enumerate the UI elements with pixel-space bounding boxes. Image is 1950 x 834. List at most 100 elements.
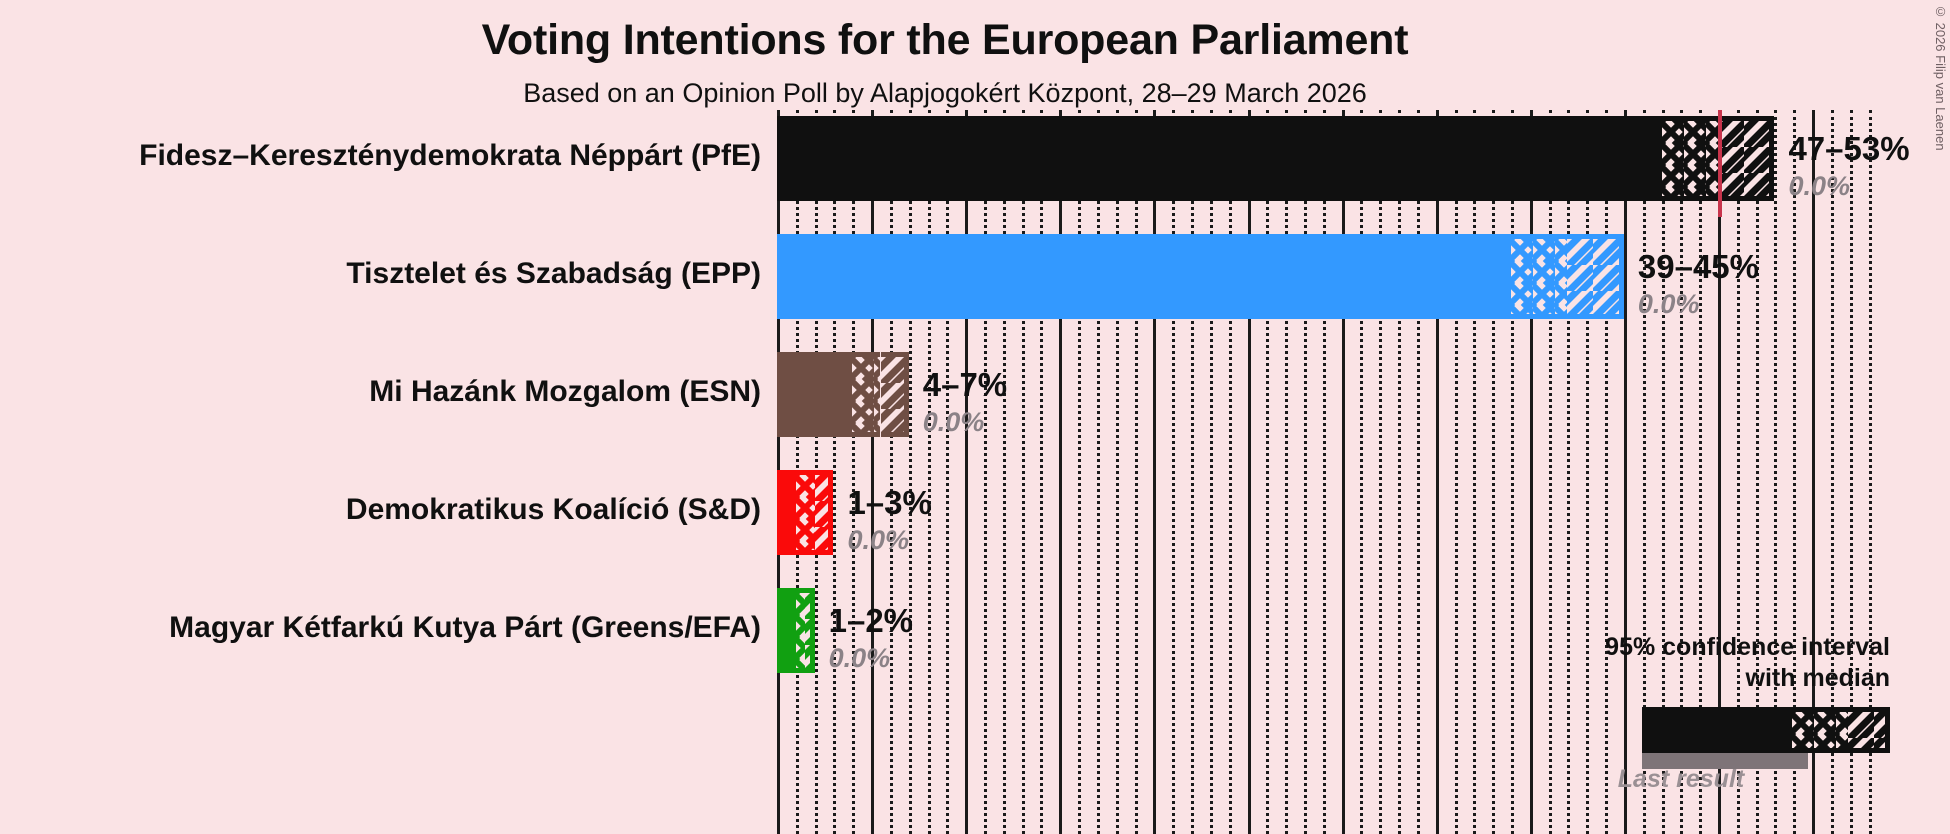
gridline-major: [1718, 110, 1721, 834]
gridline-minor: [1379, 110, 1383, 834]
bar-segment-solid: [777, 470, 796, 555]
gridline-minor: [1360, 110, 1364, 834]
gridline-minor: [1228, 110, 1232, 834]
legend-line-2: with median: [1745, 663, 1890, 692]
party-label: Tisztelet és Szabadság (EPP): [346, 256, 761, 290]
legend-line-1: 95% confidence interval: [1605, 633, 1890, 661]
party-label: Fidesz–Kereszténydemokrata Néppárt (PfE): [139, 138, 761, 172]
gridline-minor: [1209, 110, 1213, 834]
gridline-minor: [1567, 110, 1571, 834]
gridline-minor: [1492, 110, 1496, 834]
gridline-major: [1341, 110, 1345, 834]
bar-row: Mi Hazánk Mozgalom (ESN) 4–7% 0.0%: [369, 352, 1887, 437]
confidence-interval-bar: [777, 470, 834, 555]
legend-last-result-label: Last result: [1617, 765, 1745, 793]
gridline-minor: [1040, 110, 1044, 834]
bar-segment-crosshatch: [795, 470, 815, 555]
gridline-major: [1247, 110, 1251, 834]
confidence-interval-bar: [777, 352, 909, 437]
confidence-interval-bar: [777, 588, 815, 673]
gridline-minor: [1868, 110, 1872, 834]
gridline-minor: [889, 110, 893, 834]
gridline-minor: [1510, 110, 1514, 834]
gridline-minor: [1002, 110, 1006, 834]
range-value-label: 47–53%: [1788, 130, 1910, 167]
legend-sample-wrap: [1642, 707, 1890, 769]
legend-segment-crosshatch: [1792, 707, 1848, 753]
gridline-minor: [1605, 110, 1609, 834]
gridline-minor: [1266, 110, 1270, 834]
bar-segment-diagonal: [805, 588, 815, 673]
party-label: Mi Hazánk Mozgalom (ESN): [369, 374, 761, 408]
gridline-minor: [946, 110, 950, 834]
gridline-major: [1059, 110, 1063, 834]
gridline-minor: [1134, 110, 1138, 834]
gridline-major: [1153, 110, 1157, 834]
range-value-label: 1–2%: [828, 602, 914, 639]
last-result-value-label: 0.0%: [922, 407, 985, 437]
legend-segment-diagonal: [1848, 707, 1890, 753]
gridline-minor: [1416, 110, 1420, 834]
gridline-minor: [984, 110, 988, 834]
bar-row: Magyar Kétfarkú Kutya Párt (Greens/EFA) 1…: [169, 588, 1887, 673]
legend-last-result-bar: [1642, 753, 1808, 769]
bar-row: Demokratikus Koalíció (S&D) 1–3% 0.0%: [346, 470, 1887, 555]
gridline-minor: [1398, 110, 1402, 834]
gridline-minor: [1021, 110, 1025, 834]
bar-segment-crosshatch: [1510, 234, 1568, 319]
majority-threshold-line: [1718, 110, 1722, 217]
last-result-value-label: 0.0%: [847, 525, 909, 555]
gridline-minor: [1774, 110, 1778, 834]
bar-segment-solid: [777, 352, 853, 437]
bar-row: Fidesz–Kereszténydemokrata Néppárt (PfE)…: [139, 116, 1910, 201]
legend-sample-bar: [1642, 707, 1890, 753]
gridline-minor: [833, 110, 837, 834]
gridline-minor: [1078, 110, 1082, 834]
chart-title: Voting Intentions for the European Parli…: [481, 16, 1409, 64]
gridline-minor: [1849, 110, 1853, 834]
last-result-value-label: 0.0%: [1788, 171, 1850, 201]
gridline-minor: [1096, 110, 1100, 834]
gridline-minor: [927, 110, 931, 834]
gridline-major: [1623, 110, 1627, 834]
bar-segment-diagonal: [814, 470, 834, 555]
gridline-major: [1812, 110, 1816, 834]
gridline-minor: [1322, 110, 1326, 834]
gridline-minor: [1115, 110, 1119, 834]
chart-subtitle: Based on an Opinion Poll by Alapjogokért…: [523, 78, 1367, 108]
gridline-minor: [1473, 110, 1477, 834]
bar-segment-crosshatch: [1661, 116, 1718, 201]
range-value-label: 4–7%: [922, 366, 1008, 403]
gridline-minor: [1699, 110, 1703, 834]
confidence-interval-bar: [777, 116, 1775, 201]
gridline-major: [1529, 110, 1533, 834]
bar-row: Tisztelet és Szabadság (EPP) 39–45% 0.0%: [346, 234, 1887, 319]
bar-segment-crosshatch: [795, 588, 806, 673]
bar-segment-crosshatch: [852, 352, 881, 437]
last-result-value-label: 0.0%: [1637, 289, 1700, 319]
range-value-label: 1–3%: [847, 484, 932, 521]
bar-segment-solid: [777, 234, 1511, 319]
confidence-interval-bar: [777, 234, 1624, 319]
gridline-minor: [1661, 110, 1665, 834]
gridline-minor: [1548, 110, 1552, 834]
plot-area: Fidesz–Kereszténydemokrata Néppárt (PfE)…: [139, 110, 1910, 834]
gridline-major: [1435, 110, 1439, 834]
gridline-minor: [908, 110, 912, 834]
legend-segment-solid: [1642, 707, 1792, 753]
gridline-minor: [1303, 110, 1307, 834]
bar-segment-solid: [777, 116, 1662, 201]
gridline-minor: [1642, 110, 1646, 834]
gridline-minor: [1755, 110, 1759, 834]
gridline-minor: [1285, 110, 1289, 834]
gridline-minor: [1191, 110, 1195, 834]
bar-segment-diagonal: [1718, 116, 1775, 201]
party-label: Magyar Kétfarkú Kutya Párt (Greens/EFA): [169, 610, 761, 644]
legend-text: 95% confidence interval with median: [1500, 632, 1890, 693]
gridline-minor: [1830, 110, 1834, 834]
range-value-label: 39–45%: [1637, 248, 1759, 285]
bar-segment-diagonal: [880, 352, 909, 437]
last-result-value-label: 0.0%: [828, 643, 891, 673]
party-label: Demokratikus Koalíció (S&D): [345, 492, 761, 526]
